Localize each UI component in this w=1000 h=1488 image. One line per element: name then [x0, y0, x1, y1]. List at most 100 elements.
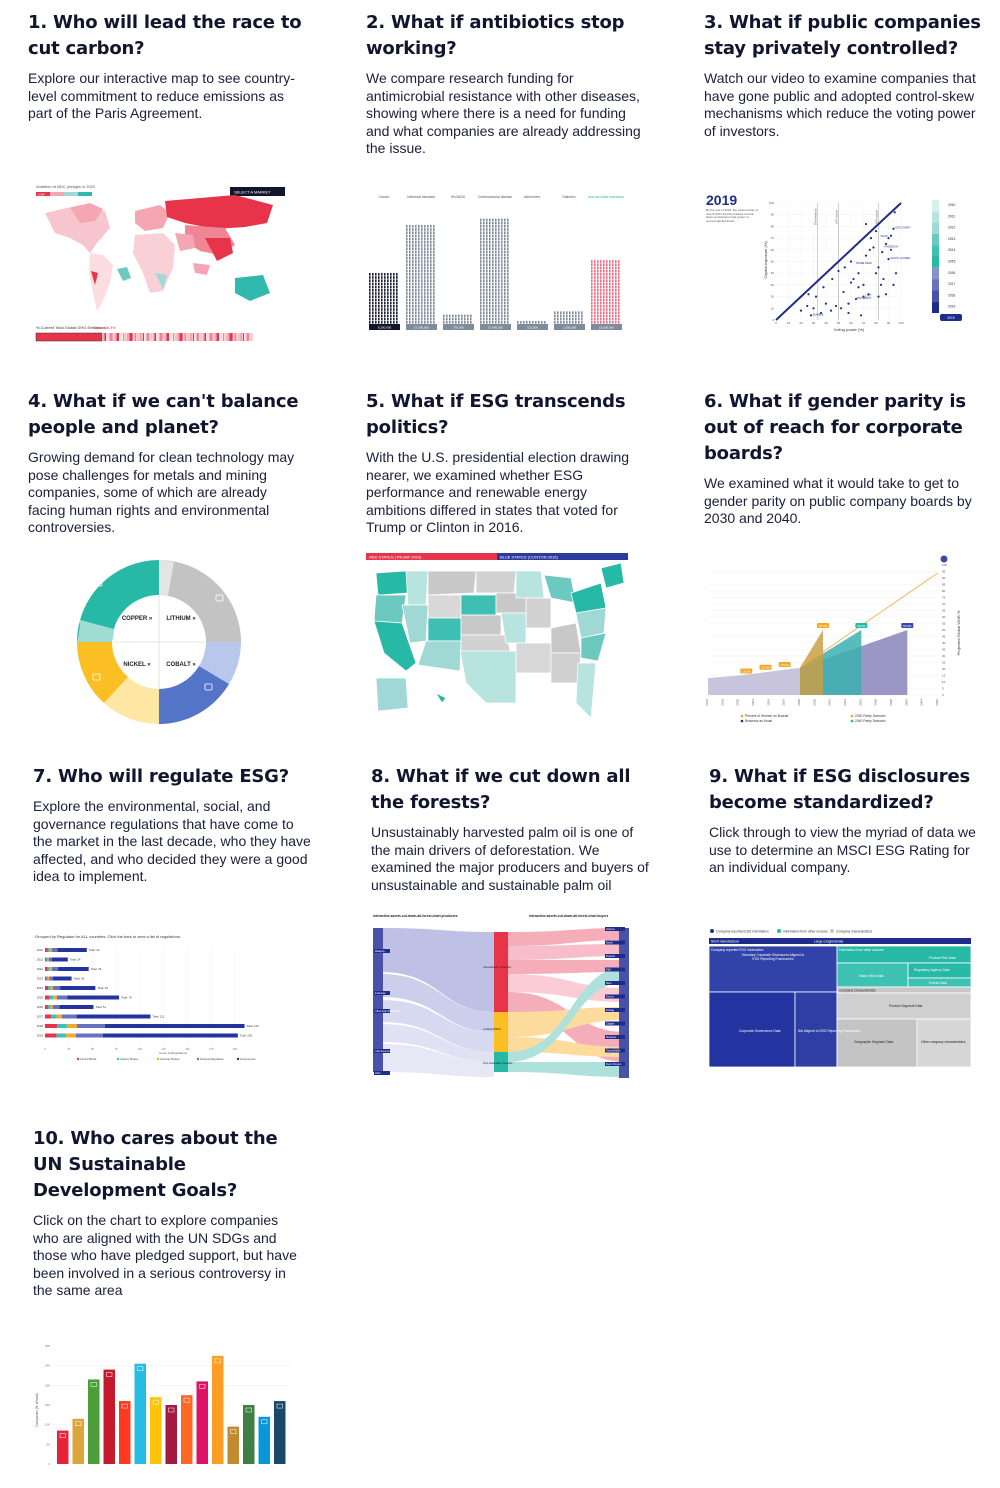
regulation-bar-segment[interactable] — [49, 976, 53, 981]
year-label[interactable]: 2015 — [948, 260, 956, 264]
regulation-bar-segment[interactable] — [49, 967, 52, 971]
regulation-bar-segment[interactable] — [102, 1033, 238, 1038]
company-point[interactable] — [872, 246, 875, 249]
regulation-bar-segment[interactable] — [57, 948, 87, 952]
company-point[interactable] — [849, 260, 853, 263]
regulation-bar-segment[interactable] — [51, 948, 58, 952]
emission-bar[interactable] — [136, 333, 139, 341]
emission-bar[interactable] — [194, 333, 197, 341]
emission-bar[interactable] — [206, 333, 209, 341]
sdg-bar[interactable] — [181, 1395, 193, 1464]
emission-bar[interactable] — [226, 333, 229, 341]
regulation-bar-segment[interactable] — [66, 1024, 77, 1028]
regulation-bar-segment[interactable] — [48, 986, 51, 990]
company-point[interactable] — [867, 293, 870, 296]
regulation-bar-segment[interactable] — [45, 1014, 52, 1019]
regulation-bar-segment[interactable] — [60, 986, 96, 990]
sdg-bar[interactable] — [258, 1416, 271, 1464]
value-bar[interactable] — [480, 324, 511, 330]
card-1[interactable]: 1. Who will lead the race to cut carbon?… — [28, 10, 308, 123]
producer-node[interactable] — [374, 991, 390, 995]
buyer-node[interactable] — [605, 1048, 625, 1053]
value-bar[interactable] — [591, 324, 622, 330]
emission-bar[interactable] — [156, 333, 159, 341]
company-point[interactable] — [842, 290, 845, 294]
sdg-bar[interactable] — [165, 1405, 178, 1464]
company-point[interactable] — [814, 295, 818, 298]
sdg-bar[interactable] — [150, 1397, 162, 1464]
year-label[interactable]: 2011 — [948, 214, 955, 218]
thumbnail-palm-oil-sankey[interactable]: interactive-assets.cut-down-all-forest-c… — [371, 912, 633, 1084]
sustainable-node[interactable] — [494, 1052, 508, 1072]
producer-node[interactable] — [374, 949, 390, 953]
company-point[interactable] — [889, 234, 893, 237]
regulation-bar-segment[interactable] — [45, 1024, 57, 1028]
emission-bar[interactable] — [124, 333, 127, 341]
sdg-bar[interactable] — [72, 1418, 85, 1464]
company-point[interactable] — [857, 272, 860, 275]
year-label[interactable]: 2019 — [948, 305, 956, 309]
regulation-bar-segment[interactable] — [45, 1033, 57, 1038]
company-point[interactable] — [879, 283, 883, 286]
buyer-node[interactable] — [605, 1008, 625, 1012]
emission-bar[interactable] — [219, 333, 223, 341]
buyer-node[interactable] — [605, 1021, 625, 1026]
thumbnail-gender-parity-chart[interactable]: Projected Global WOB % 100 95 90 85 80 75 70 65… — [704, 553, 976, 728]
company-point[interactable] — [887, 237, 890, 240]
regulation-bar-segment[interactable] — [104, 1024, 245, 1028]
company-point[interactable] — [831, 277, 834, 281]
regulation-bar-segment[interactable] — [67, 995, 120, 1000]
regulation-bar-segment[interactable] — [45, 976, 47, 981]
buyer-node[interactable] — [605, 1062, 625, 1066]
company-point[interactable] — [864, 254, 868, 257]
regulation-bar-segment[interactable] — [50, 986, 54, 990]
regulation-bar-segment[interactable] — [47, 948, 50, 952]
emission-bar[interactable] — [104, 333, 107, 341]
selected-year[interactable]: 2019 — [947, 316, 955, 320]
emission-bar[interactable] — [113, 333, 114, 341]
emission-bar[interactable] — [154, 333, 157, 341]
card-8[interactable]: 8. What if we cut down all the forests? … — [371, 764, 651, 894]
company-point[interactable] — [884, 293, 888, 296]
regulation-bar-segment[interactable] — [53, 995, 57, 1000]
company-point[interactable] — [847, 311, 850, 315]
sdg-bar[interactable] — [88, 1379, 100, 1464]
company-point[interactable] — [837, 269, 840, 272]
copper-segment[interactable] — [77, 560, 159, 642]
company-point[interactable] — [862, 295, 865, 298]
lithium-segment[interactable] — [159, 560, 241, 642]
buyer-node[interactable] — [605, 927, 625, 931]
company-point[interactable] — [859, 314, 863, 317]
emission-bar[interactable] — [143, 333, 144, 341]
year-label[interactable]: 2010 — [948, 203, 956, 207]
emission-bar[interactable] — [176, 333, 179, 341]
thumbnail-regulations-bar-chart[interactable]: Grouped by Regulator for ALL countries. … — [33, 932, 295, 1072]
emission-bar[interactable] — [144, 333, 147, 341]
emission-bar[interactable] — [233, 333, 234, 341]
emission-bar[interactable] — [246, 333, 249, 341]
emission-bar[interactable] — [244, 333, 247, 341]
buyer-node[interactable] — [605, 940, 625, 945]
company-point[interactable] — [869, 237, 873, 240]
regulation-bar-segment[interactable] — [52, 976, 72, 981]
regulation-bar-segment[interactable] — [46, 957, 48, 962]
regulation-bar-segment[interactable] — [76, 1024, 105, 1028]
year-swatch[interactable] — [932, 233, 939, 246]
thumbnail-minerals-donut[interactable]: COPPER » LITHIUM » NICKEL » COBALT » — [72, 556, 247, 728]
emission-bar[interactable] — [196, 333, 199, 341]
card-2[interactable]: 2. What if antibiotics stop working? We … — [366, 10, 646, 158]
company-point[interactable] — [854, 297, 858, 301]
treemap-company-reported[interactable] — [709, 945, 838, 993]
emission-bar[interactable] — [134, 333, 137, 341]
emission-bar[interactable] — [159, 333, 163, 341]
company-point[interactable] — [884, 242, 888, 246]
company-point[interactable] — [877, 266, 880, 269]
company-point[interactable] — [824, 302, 828, 305]
regulation-bar-segment[interactable] — [66, 1033, 76, 1038]
emission-bar[interactable] — [119, 333, 123, 341]
emission-bar[interactable] — [116, 333, 119, 341]
regulation-bar-segment[interactable] — [50, 1005, 53, 1009]
emission-bar[interactable] — [164, 333, 167, 341]
emission-bar[interactable] — [203, 333, 204, 341]
sdg-bar[interactable] — [134, 1363, 147, 1464]
